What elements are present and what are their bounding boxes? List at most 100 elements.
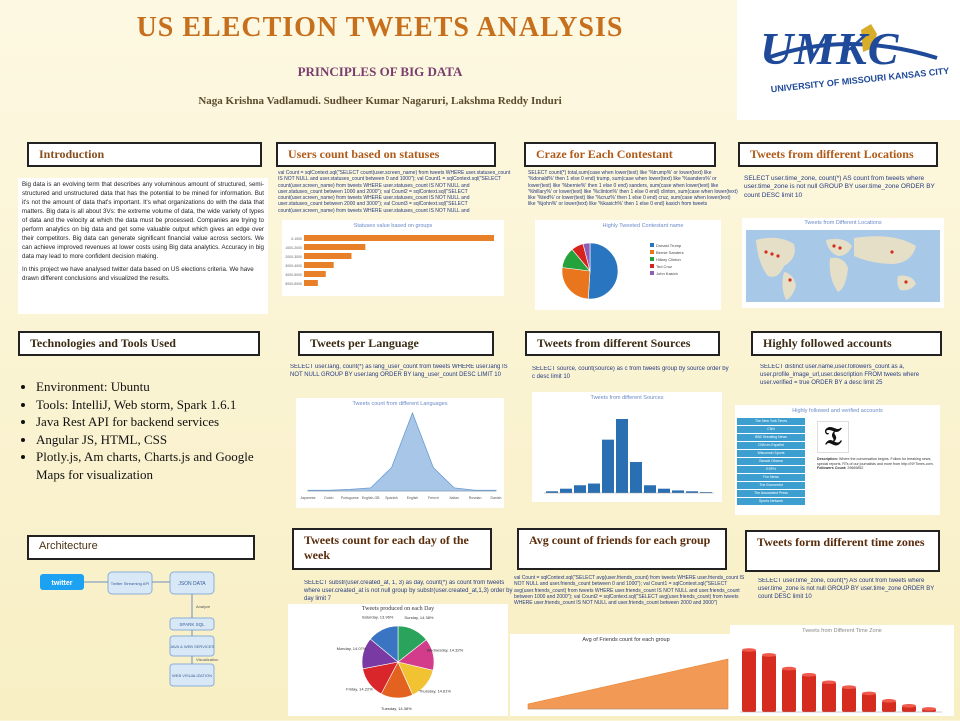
- tech-item: Tools: IntelliJ, Web storm, Spark 1.6.1: [36, 396, 282, 414]
- friends-chart: Avg of Friends count for each group: [510, 634, 742, 716]
- language-chart: Tweets count from different Languages Ja…: [296, 398, 504, 508]
- followed-account[interactable]: The New York Times: [737, 418, 805, 425]
- status-bar-label: 3000-4000: [285, 264, 302, 268]
- followed-account[interactable]: Barack Obama: [737, 458, 805, 465]
- followed-account[interactable]: The Economist: [737, 482, 805, 489]
- language-tick: Portuguese: [341, 496, 359, 500]
- bar: [762, 654, 776, 712]
- sources-bar-svg: [544, 419, 714, 494]
- introduction-header: Introduction: [27, 142, 262, 167]
- followed-account[interactable]: BBC Breaking News: [737, 434, 805, 441]
- bar-top: [822, 680, 836, 685]
- status-bar: [304, 262, 334, 268]
- friends-area: [527, 658, 729, 710]
- pie-label: Friday, 14.22%: [346, 687, 373, 692]
- arch-node-label: twitter: [52, 580, 73, 587]
- followed-query: SELECT distinct user.name,user.followers…: [760, 364, 920, 386]
- pie-slice: [369, 625, 399, 663]
- bar: [658, 488, 670, 493]
- language-tick: Japanese: [300, 496, 315, 500]
- language-tick: Dutch: [324, 496, 333, 500]
- bar-top: [742, 648, 756, 652]
- followed-account[interactable]: Sports Network: [737, 498, 805, 505]
- friends-header: Avg count of friends for each group: [517, 528, 727, 570]
- bar: [782, 668, 796, 712]
- bar: [882, 700, 896, 712]
- pie-label: Saturday, 13.96%: [362, 615, 394, 620]
- umkc-logo-graphic: [766, 24, 938, 60]
- status-bar-label: 4000-5000: [285, 273, 302, 277]
- legend-label: Ted Cruz: [656, 264, 672, 269]
- legend-swatch: [650, 243, 654, 247]
- status-bar: [304, 253, 352, 259]
- pie-label: Sunday, 14.38%: [404, 615, 434, 620]
- arch-node-label: Twitter Streaming API: [111, 581, 149, 586]
- users-count-svg: 0-1000 1000-2000 2000-3000 3000-4000 4000-50…: [285, 235, 494, 286]
- arch-edge-label: Visualization: [196, 657, 218, 662]
- introduction-panel: Big data is an evolving term that descri…: [18, 178, 268, 314]
- craze-chart: Highly Tweeted Contestant name Donald Tr…: [535, 220, 721, 310]
- users-count-chart-title: Statuses value based on groups: [353, 223, 433, 229]
- locations-query: SELECT user.time_zone, count(*) AS count…: [744, 175, 935, 199]
- tech-item: Plotly.js, Am charts, Charts.js and Goog…: [36, 448, 282, 483]
- locations-map: Tweets from Different Locations: [742, 218, 944, 308]
- sources-chart: Tweets from different Sources: [532, 392, 722, 502]
- users-count-header: Users count based on statuses: [276, 142, 496, 167]
- pie-label: Thursday, 14.61%: [419, 689, 452, 694]
- followed-account[interactable]: ESPN: [737, 466, 805, 473]
- craze-pie-svg: Donald Trump Bernie Sanders Hillary Clinto…: [561, 242, 684, 300]
- friends-area-svg: [527, 658, 729, 710]
- locations-chart-title: Tweets from Different Locations: [804, 220, 882, 226]
- followed-account[interactable]: Fox News: [737, 474, 805, 481]
- pie-slice: [582, 242, 591, 272]
- followed-account[interactable]: CNN: [737, 426, 805, 433]
- day-pie-svg: Sunday, 14.38% Wednesday, 14.32% Thursday,…: [337, 615, 464, 711]
- bar: [802, 674, 816, 712]
- bar: [616, 419, 628, 493]
- pie-label: Tuesday, 14.38%: [381, 706, 412, 711]
- nyt-logo-icon: 𝔗: [817, 421, 849, 453]
- followed-account[interactable]: Wisconsin Sports: [737, 450, 805, 457]
- craze-chart-title: Highly Tweeted Contestant name: [602, 223, 684, 229]
- language-header: Tweets per Language: [298, 331, 494, 356]
- introduction-text-2: In this project we have analysed twitter…: [22, 265, 254, 282]
- timezones-bar-svg: [740, 648, 942, 713]
- language-tick: French: [428, 496, 439, 500]
- architecture-svg: twitter Twitter Streaming API JSON DATA …: [40, 571, 218, 687]
- arch-node-label: SPARK SQL: [179, 622, 205, 627]
- status-bar-label: 1000-2000: [285, 246, 302, 250]
- legend-swatch: [650, 257, 654, 261]
- pie-slice: [561, 267, 591, 300]
- legend-label: John Kasich: [656, 271, 678, 276]
- day-query: SELECT substr(user.created_at, 1, 3) as …: [304, 580, 513, 602]
- poster-authors: Naga Krishna Vadlamudi. Sudheer Kumar Na…: [198, 95, 562, 107]
- world-map-svg: [746, 230, 940, 302]
- poster-subtitle: PRINCIPLES OF BIG DATA: [297, 64, 463, 79]
- bar-top: [762, 653, 776, 657]
- status-bar-label: 5000-6000: [285, 282, 302, 286]
- followed-header: Highly followed accounts: [751, 331, 942, 356]
- followed-count-label: Followers Count:: [817, 466, 847, 471]
- status-bar-label: 0-1000: [291, 237, 302, 241]
- timezones-chart: Tweets from Different Time Zone: [730, 625, 954, 716]
- language-tick: English-GB: [362, 496, 380, 500]
- followed-description: Description: Where the conversation begi…: [817, 457, 935, 471]
- bar: [742, 650, 756, 712]
- sources-header: Tweets from different Sources: [525, 331, 720, 356]
- poster-title: US ELECTION TWEETS ANALYSIS: [136, 12, 624, 43]
- legend-label: Donald Trump: [656, 243, 682, 248]
- followed-account[interactable]: The Associated Press: [737, 490, 805, 497]
- bar: [822, 682, 836, 712]
- craze-query: SELECT count(*) total,sum(case when lowe…: [528, 170, 738, 208]
- bar: [842, 687, 856, 712]
- bar-top: [782, 666, 796, 671]
- arch-edge-label: Analyze: [196, 604, 211, 609]
- language-chart-title: Tweets count from different Languages: [352, 401, 448, 407]
- followed-account[interactable]: CNN en Español: [737, 442, 805, 449]
- bar: [546, 491, 558, 493]
- legend-label: Hillary Clinton: [656, 257, 681, 262]
- followed-desc-label: Description:: [817, 457, 838, 461]
- day-chart: Tweets produced on each Day Sunday, 14.3…: [288, 604, 508, 716]
- language-area-svg: Japanese Dutch Portuguese English-GB Spanish…: [300, 411, 501, 500]
- technologies-header: Technologies and Tools Used: [18, 331, 260, 356]
